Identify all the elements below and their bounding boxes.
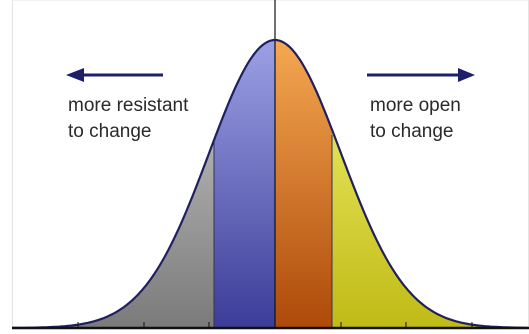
bell-curve-outline <box>12 38 528 329</box>
segment-orange <box>275 40 332 328</box>
left-arrow-icon <box>66 68 163 82</box>
left-annotation-line1: more resistant <box>68 95 189 116</box>
baseline-ticks <box>77 322 473 329</box>
right-annotation-line1: more open <box>370 95 461 116</box>
right-annotation-line2: to change <box>370 121 453 142</box>
segment-yellow <box>332 40 529 328</box>
right-arrow-icon <box>367 68 475 82</box>
segment-blue <box>214 40 275 328</box>
segment-gray <box>12 40 214 328</box>
left-annotation-line2: to change <box>68 121 151 142</box>
